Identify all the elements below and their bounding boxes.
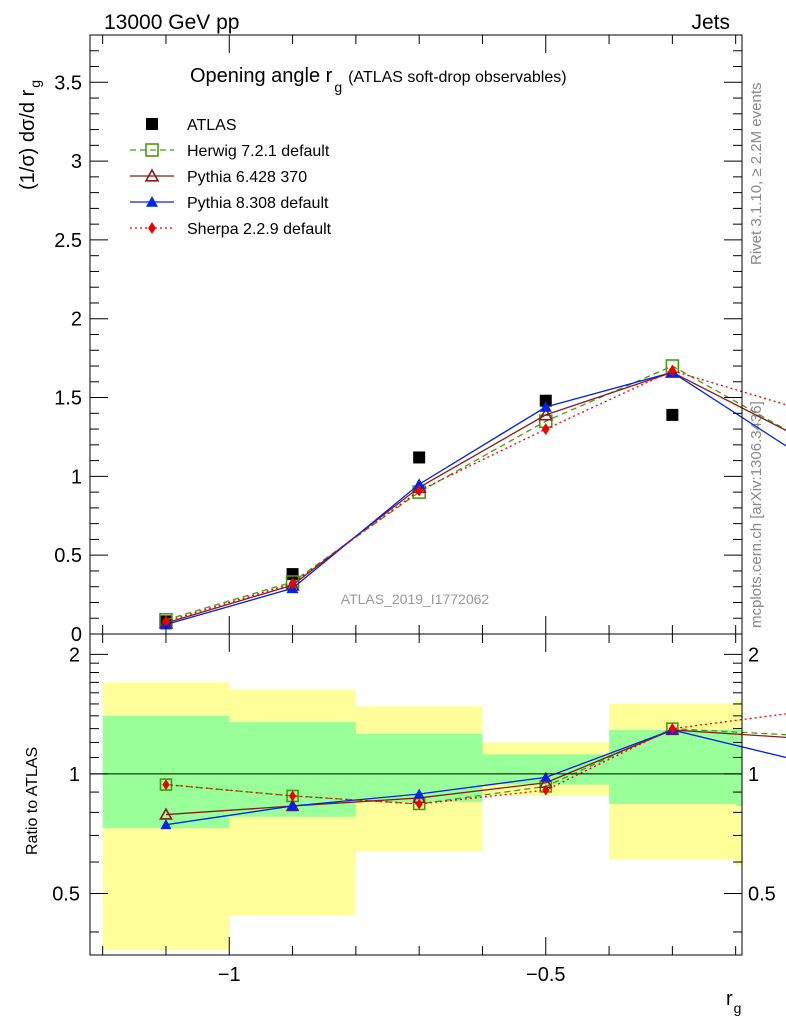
legend-marker: [148, 222, 156, 234]
ratio-data-point: [287, 800, 299, 811]
ratio-data-point: [668, 723, 676, 735]
main-y-tick-label: 2: [71, 309, 82, 331]
ratio-data-point: [162, 779, 170, 791]
legend-label: Herwig 7.2.1 default: [187, 143, 330, 160]
series-line: [165, 371, 786, 624]
main-y-tick-label: 0.5: [54, 545, 82, 567]
series-line: [165, 365, 786, 621]
data-point: [541, 423, 550, 436]
legend-entry: Herwig 7.2.1 default: [130, 143, 330, 160]
legend-entry: ATLAS: [146, 117, 237, 134]
ratio-series-line: [165, 713, 786, 805]
data-point: [415, 484, 424, 497]
data-point: [539, 394, 552, 407]
main-plot-title: Opening angle r g(ATLAS soft-drop observa…: [190, 65, 567, 95]
main-y-tick-label: 0: [71, 624, 82, 646]
legend-label: ATLAS: [187, 117, 237, 134]
data-point: [288, 577, 297, 590]
x-tick-label: −1: [218, 964, 241, 986]
ratio-plot-frame: [89, 633, 743, 956]
main-y-tick-label: 3: [71, 151, 82, 173]
legend-entry: Pythia 8.308 default: [130, 195, 329, 212]
ratio-series-pythia-8-308-default: [160, 724, 786, 830]
ratio-data-point: [159, 807, 173, 820]
data-point: [538, 407, 554, 421]
header-right: Jets: [691, 11, 730, 34]
legend-label: Pythia 8.308 default: [187, 195, 329, 212]
data-point: [539, 401, 552, 412]
series-line: [165, 370, 786, 623]
data-point: [666, 408, 679, 421]
analysis-watermark: ATLAS_2019_I1772062: [341, 591, 490, 607]
legend-label: Pythia 6.428 370: [187, 169, 307, 186]
legend-entry: Sherpa 2.2.9 default: [130, 221, 332, 238]
legend-marker: [144, 168, 160, 182]
ratio-data-point: [540, 771, 552, 782]
ratio-y-axis-label: Ratio to ATLAS: [24, 747, 41, 855]
ratio-series-sherpa-2-2-9-default: [162, 713, 786, 810]
data-point: [413, 478, 426, 490]
main-y-axis-label-sub: g: [27, 80, 43, 88]
series-sherpa-2-2-9-default: [162, 364, 786, 628]
series-pythia-6-428-370: [158, 364, 786, 629]
series-pythia-8-308-default: [159, 366, 786, 630]
mcplots-credit-text: mcplots.cern.ch [arXiv:1306.3436]: [748, 401, 765, 628]
series-atlas: [159, 394, 679, 628]
main-y-tick-label: 1.5: [54, 388, 82, 410]
main-plot-title-sub: g: [334, 79, 342, 95]
ratio-y-tick-label: 0.5: [52, 883, 80, 905]
legend-marker: [146, 196, 158, 207]
legend: ATLAS Herwig 7.2.1 default Pythia 6.428 37…: [130, 117, 332, 238]
legend-label: Sherpa 2.2.9 default: [187, 221, 332, 238]
rivet-version-text: Rivet 3.1.10, ≥ 2.2M events: [748, 83, 765, 266]
data-point: [286, 568, 299, 581]
ratio-series-line: [165, 729, 786, 826]
legend-marker: [145, 143, 159, 157]
main-y-axis-label: (1/σ) dσ/d rg: [17, 80, 43, 190]
main-plot-title-suffix: (ATLAS soft-drop observables): [348, 69, 566, 86]
ratio-y-tick-label-right: 0.5: [748, 883, 776, 905]
x-axis-label-sub: g: [734, 1000, 742, 1016]
main-y-tick-label: 1: [71, 466, 82, 488]
legend-marker: [146, 118, 158, 130]
data-point: [162, 615, 170, 628]
ratio-data-point: [415, 798, 423, 810]
main-y-tick-label: 2.5: [54, 230, 82, 252]
main-y-tick-label: 3.5: [54, 72, 82, 94]
ratio-data-point: [160, 819, 172, 830]
ratio-y-tick-label-right: 2: [748, 644, 759, 666]
ratio-panel: 0.5 0.5 1 1 2 2 −1 −0.5 Ratio to ATLAS rg: [24, 633, 786, 1016]
uncertainty-band-green: [609, 729, 736, 804]
x-axis-label: rg: [726, 988, 741, 1016]
ratio-series-line: [165, 729, 786, 816]
data-point: [668, 364, 677, 377]
ratio-y-tick-label-right: 1: [748, 764, 759, 786]
header-left: 13000 GeV pp: [104, 11, 239, 34]
legend-entry: Pythia 6.428 370: [130, 168, 307, 186]
ratio-y-tick-label: 2: [69, 644, 80, 666]
data-point: [413, 451, 426, 464]
ratio-data-point: [288, 790, 297, 802]
ratio-data-point: [542, 784, 550, 796]
uncertainty-band-green: [735, 729, 742, 807]
ratio-data-point: [413, 788, 425, 799]
series-line: [165, 371, 786, 626]
x-tick-label: −0.5: [526, 964, 565, 986]
ratio-y-tick-label: 1: [69, 764, 80, 786]
main-panel: (1/σ) dσ/d rg Opening angle r g(ATLAS sof…: [17, 34, 786, 646]
series-herwig-7-2-1-default: [159, 359, 786, 627]
